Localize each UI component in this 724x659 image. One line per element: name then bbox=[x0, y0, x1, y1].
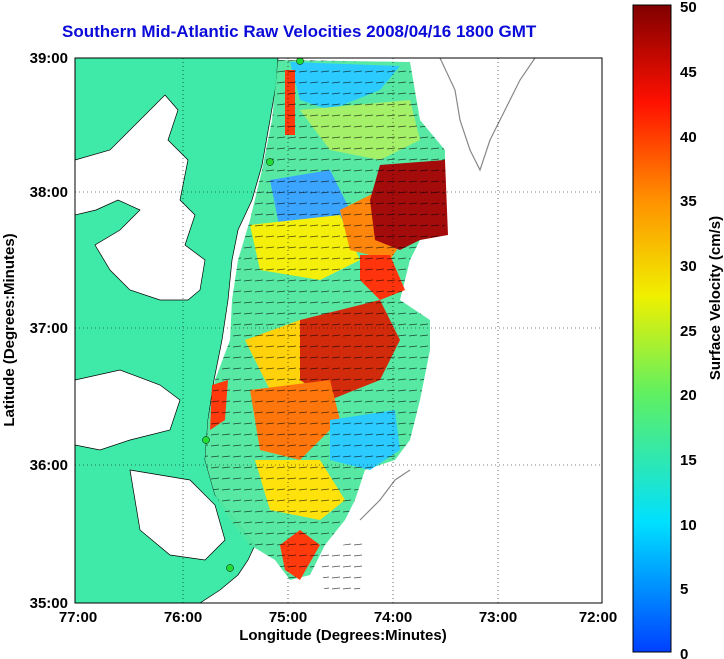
chesapeake-bay bbox=[75, 94, 206, 301]
x-tick: 73:00 bbox=[479, 609, 517, 626]
colorbar-tick: 30 bbox=[680, 258, 697, 275]
colorbar-tick: 40 bbox=[680, 129, 697, 146]
bathymetry-contour bbox=[439, 58, 536, 172]
colorbar-tick: 35 bbox=[680, 193, 697, 210]
colorbar-tick: 45 bbox=[680, 64, 697, 81]
y-tick: 39:00 bbox=[30, 50, 68, 67]
colorbar-tick: 0 bbox=[680, 646, 688, 659]
colorbar-ticks: 50 45 40 35 30 25 20 15 10 5 0 bbox=[680, 0, 697, 659]
velocity-arrows bbox=[205, 60, 445, 595]
y-axis-ticks: 39:00 38:00 37:00 36:00 35:00 bbox=[30, 50, 68, 612]
colorbar-label: Surface Velocity (cm/s) bbox=[707, 216, 724, 380]
y-tick: 35:00 bbox=[30, 595, 68, 612]
y-axis-label: Latitude (Degrees:Minutes) bbox=[1, 233, 18, 426]
colorbar-tick: 5 bbox=[680, 581, 688, 598]
colorbar-tick: 15 bbox=[680, 452, 697, 469]
colorbar-tick: 25 bbox=[680, 323, 697, 340]
colorbar-tick: 50 bbox=[680, 0, 697, 16]
x-tick: 77:00 bbox=[59, 609, 97, 626]
map-title: Southern Mid-Atlantic Raw Velocities 200… bbox=[62, 22, 537, 41]
colorbar-tick: 10 bbox=[680, 517, 697, 534]
colorbar-tick: 20 bbox=[680, 387, 697, 404]
x-axis-label: Longitude (Degrees:Minutes) bbox=[239, 627, 447, 644]
y-tick: 38:00 bbox=[30, 184, 68, 201]
radar-stations bbox=[202, 58, 304, 572]
x-axis-ticks: 77:00 76:00 75:00 74:00 73:00 72:00 bbox=[59, 609, 617, 626]
y-tick: 37:00 bbox=[30, 320, 68, 337]
x-tick: 75:00 bbox=[269, 609, 307, 626]
grid-lines bbox=[75, 58, 602, 603]
colorbar bbox=[632, 4, 672, 653]
x-tick: 72:00 bbox=[579, 609, 617, 626]
y-tick: 36:00 bbox=[30, 457, 68, 474]
x-tick: 74:00 bbox=[374, 609, 412, 626]
x-tick: 76:00 bbox=[164, 609, 202, 626]
